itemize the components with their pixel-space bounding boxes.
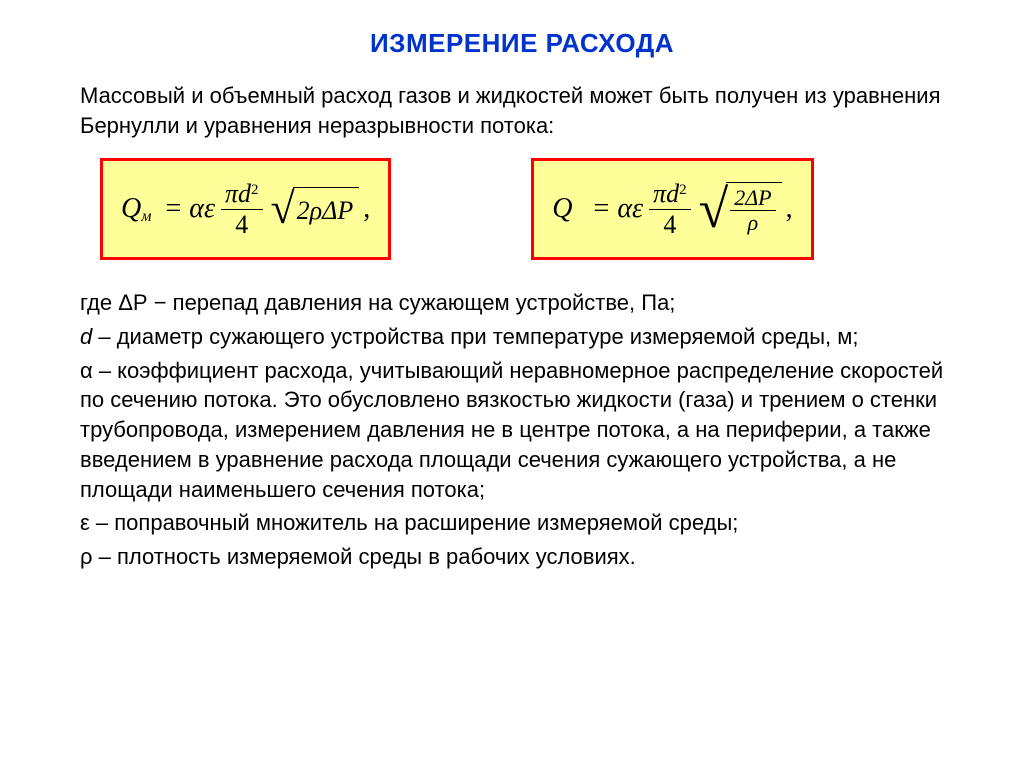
mass-tail: , (363, 193, 370, 225)
radical-icon: √ (699, 182, 729, 236)
mass-flow-formula: Qм = αε πd2 4 √ 2ρΔP , (100, 158, 391, 260)
def-deltaP: где ΔР − перепад давления на сужающем ус… (80, 288, 964, 318)
mass-Q: Q (121, 193, 141, 224)
equals-sign: = (165, 193, 181, 225)
volume-flow-formula: Q = αε πd2 4 √ 2ΔP ρ , (531, 158, 813, 260)
equals-sign: = (587, 193, 610, 225)
mass-fraction: πd2 4 (221, 181, 263, 238)
vol-rad-num: 2ΔP (730, 187, 775, 211)
page-title: ИЗМЕРЕНИЕ РАСХОДА (80, 28, 964, 59)
vol-frac-num: πd2 (649, 181, 691, 210)
def-rho: ρ – плотность измеряемой среды в рабочих… (80, 542, 964, 572)
intro-paragraph: Массовый и объемный расход газов и жидко… (80, 81, 964, 140)
radical-icon: √ (271, 187, 295, 231)
vol-rad-den: ρ (748, 211, 759, 234)
def-eps: ε – поправочный множитель на расширение … (80, 508, 964, 538)
mass-frac-den: 4 (235, 210, 248, 238)
slide-page: ИЗМЕРЕНИЕ РАСХОДА Массовый и объемный ра… (0, 0, 1024, 768)
vol-radicand: 2ΔP ρ (726, 182, 781, 236)
mass-sub: м (141, 208, 151, 225)
def-alpha: α – коэффициент расхода, учитывающий нер… (80, 356, 964, 504)
formula-row: Qм = αε πd2 4 √ 2ρΔP , Q = αε (100, 158, 964, 260)
mass-radicand: 2ρΔP (293, 187, 360, 231)
mass-frac-num: πd2 (221, 181, 263, 210)
vol-frac-den: 4 (663, 210, 676, 238)
vol-num-exp: 2 (679, 182, 687, 198)
mass-coeff: αε (189, 193, 215, 225)
vol-fraction: πd2 4 (649, 181, 691, 238)
vol-num-sym: πd (653, 179, 679, 208)
vol-Q: Q (552, 193, 572, 224)
vol-inner-fraction: 2ΔP ρ (730, 187, 775, 234)
def-d: d – диаметр сужающего устройства при тем… (80, 322, 964, 352)
vol-lhs: Q (552, 193, 572, 225)
vol-tail: , (786, 193, 793, 225)
definitions: где ΔР − перепад давления на сужающем ус… (80, 288, 964, 571)
mass-lhs: Qм (121, 193, 151, 226)
vol-coeff: αε (617, 193, 643, 225)
vol-sqrt: √ 2ΔP ρ (699, 182, 782, 236)
mass-num-sym: πd (225, 179, 251, 208)
mass-num-exp: 2 (251, 182, 259, 198)
mass-sqrt: √ 2ρΔP (271, 187, 360, 231)
